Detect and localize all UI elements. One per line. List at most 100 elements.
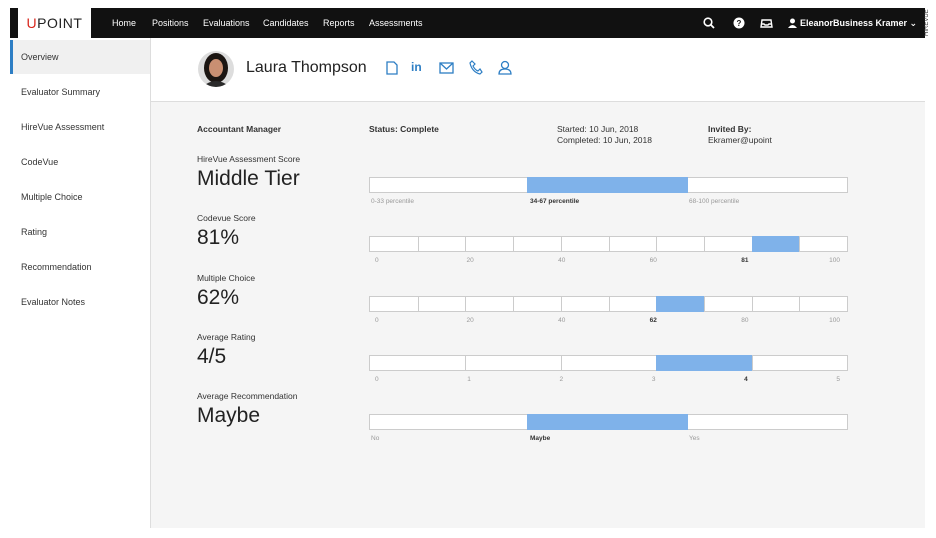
scale-label: 68-100 percentile [689,198,740,205]
bar-divider [799,237,801,252]
main-panel: Laura Thompson in Accountant Manager Sta… [151,38,925,528]
score-bar [369,295,848,312]
bar-divider [513,296,515,311]
bar-divider [799,296,801,311]
score-value: 62% [197,285,240,309]
bar-divider [751,355,753,370]
invited-by: Ekramer@upoint [708,135,772,145]
bar-divider [703,296,705,311]
sidebar-item[interactable]: Evaluator Summary [21,87,101,97]
score-label: Multiple Choice [197,272,256,283]
scale-label: 100 [829,257,840,265]
scale-label: 60 [649,257,657,265]
scale-label: 0 [375,375,379,383]
sidebar: Overview Evaluator Summary HireVue Assessm… [10,38,151,528]
sidebar-item[interactable]: Recommendation [21,262,92,272]
score-value: Middle Tier [197,167,300,190]
scale-labels: 0 20 40 60 81 100 [369,257,848,267]
scale-label: 100 [829,316,840,324]
candidate-header: Laura Thompson in [151,38,925,102]
nav-link[interactable]: Home [112,18,137,28]
linkedin-icon[interactable]: in [411,60,422,74]
scale-label: 80 [741,316,749,324]
scale-label: 5 [836,375,840,383]
sidebar-item[interactable]: HireVue Assessment [21,122,105,132]
score-value: Maybe [197,404,261,428]
scale-label: 4 [744,375,748,383]
watermark: HIREVUE [924,9,930,37]
inbox-icon[interactable] [760,17,773,29]
scale-label: 2 [559,375,564,383]
scale-labels: 0-33 percentile 34-67 percentile 68-100 pe… [369,198,848,208]
scale-labels: 0 20 40 62 80 100 [369,317,848,327]
scale-label: 0 [375,316,379,324]
bar-divider [703,237,705,252]
score-bar [369,177,848,193]
score-bar [369,354,848,371]
completed: Completed: 10 Jun, 2018 [557,135,652,145]
logo-mark: U [26,15,38,31]
bar-divider [465,355,467,370]
top-nav: UPOINT ? EleanorBusiness Kramer ⌄ Home Po… [10,8,925,38]
scale-label: 20 [466,257,474,265]
bar-divider [513,237,515,252]
score-bar [369,236,848,253]
score-label: HireVue Assessment Score [197,154,301,164]
scale-label: 62 [649,316,657,324]
scale-label: 34-67 percentile [530,198,580,205]
sidebar-item[interactable]: Rating [21,227,48,237]
scale-label: 0-33 percentile [371,198,414,205]
scale-labels: No Maybe Yes [369,435,848,445]
sidebar-item[interactable]: Multiple Choice [21,192,83,202]
candidate-name: Laura Thompson [246,59,367,76]
bar-divider [751,296,753,311]
nav-link[interactable]: Reports [323,18,355,28]
scale-label: 0 [375,257,379,265]
scale-label: Maybe [530,435,551,443]
scale-label: Yes [689,435,700,443]
invited-label: Invited By: [708,124,752,134]
bar-divider [560,296,562,311]
started: Started: 10 Jun, 2018 [557,124,639,134]
role: Accountant Manager [197,124,282,134]
logo[interactable]: UPOINT [18,8,91,38]
sidebar-item[interactable]: CodeVue [21,157,59,167]
bar-highlight [751,236,800,253]
resume-icon[interactable] [386,61,398,75]
email-icon[interactable] [439,62,454,74]
phone-icon[interactable] [469,60,483,75]
user-icon [788,18,797,28]
score-value: 4/5 [197,344,227,368]
score-label: Average Rating [197,331,256,342]
bar-divider [608,296,610,311]
scale-label: 1 [467,375,471,383]
status: Status: Complete [369,124,439,134]
bar-divider [560,355,562,370]
help-icon[interactable]: ? [733,17,745,29]
nav-link[interactable]: Assessments [369,18,423,28]
scale-label: 40 [558,257,566,265]
bar-divider [656,237,658,252]
logo-text: POINT [37,15,83,31]
nav-link[interactable]: Evaluations [203,18,250,28]
nav-link[interactable]: Positions [152,18,189,28]
sidebar-item[interactable]: Evaluator Notes [21,297,86,307]
scale-label: 40 [558,316,566,324]
profile-icon[interactable] [498,60,512,75]
search-icon[interactable] [703,17,715,29]
user-menu[interactable]: EleanorBusiness Kramer ⌄ [800,18,918,28]
bar-divider [560,237,562,252]
scale-label: 20 [466,316,474,324]
svg-text:?: ? [737,19,742,28]
score-value: 81% [197,226,240,250]
sidebar-item[interactable]: Overview [10,40,150,74]
bar-divider [608,237,610,252]
scale-label: No [371,435,380,443]
scale-label: 81 [741,257,749,265]
bar-divider [465,237,467,252]
bar-highlight [656,354,752,371]
bar-divider [417,237,419,252]
nav-link[interactable]: Candidates [263,18,309,28]
score-label: Average Recommendation [197,391,298,402]
